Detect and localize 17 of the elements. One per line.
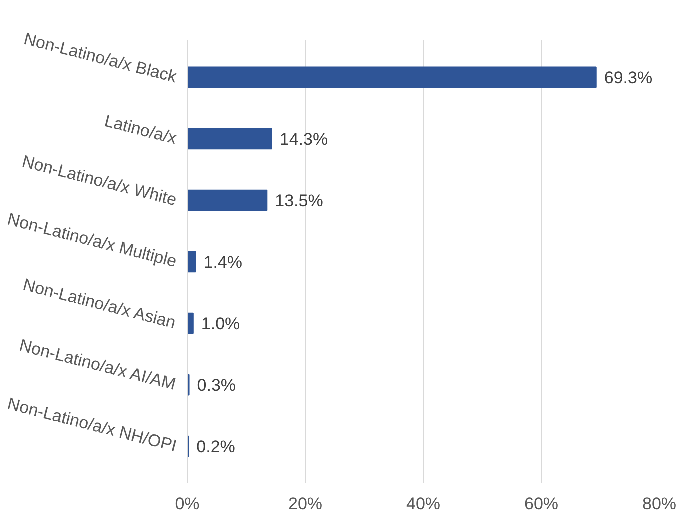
data-label: 13.5% (275, 191, 324, 210)
data-label: 14.3% (280, 130, 328, 149)
bar (188, 66, 597, 88)
data-label: 1.0% (201, 314, 240, 334)
x-tick-label: 40% (406, 494, 441, 514)
bar (188, 128, 272, 150)
data-label: 0.3% (197, 376, 236, 396)
data-label: 0.2% (196, 438, 236, 457)
x-tick-label: 80% (642, 494, 677, 514)
data-label: 1.4% (204, 253, 243, 272)
bar (188, 251, 196, 273)
bar (188, 312, 194, 334)
x-tick-label: 20% (288, 494, 323, 514)
x-tick-label: 0% (175, 494, 200, 514)
data-label: 69.3% (604, 68, 653, 88)
bar (188, 190, 268, 212)
x-tick-label: 60% (524, 494, 559, 514)
